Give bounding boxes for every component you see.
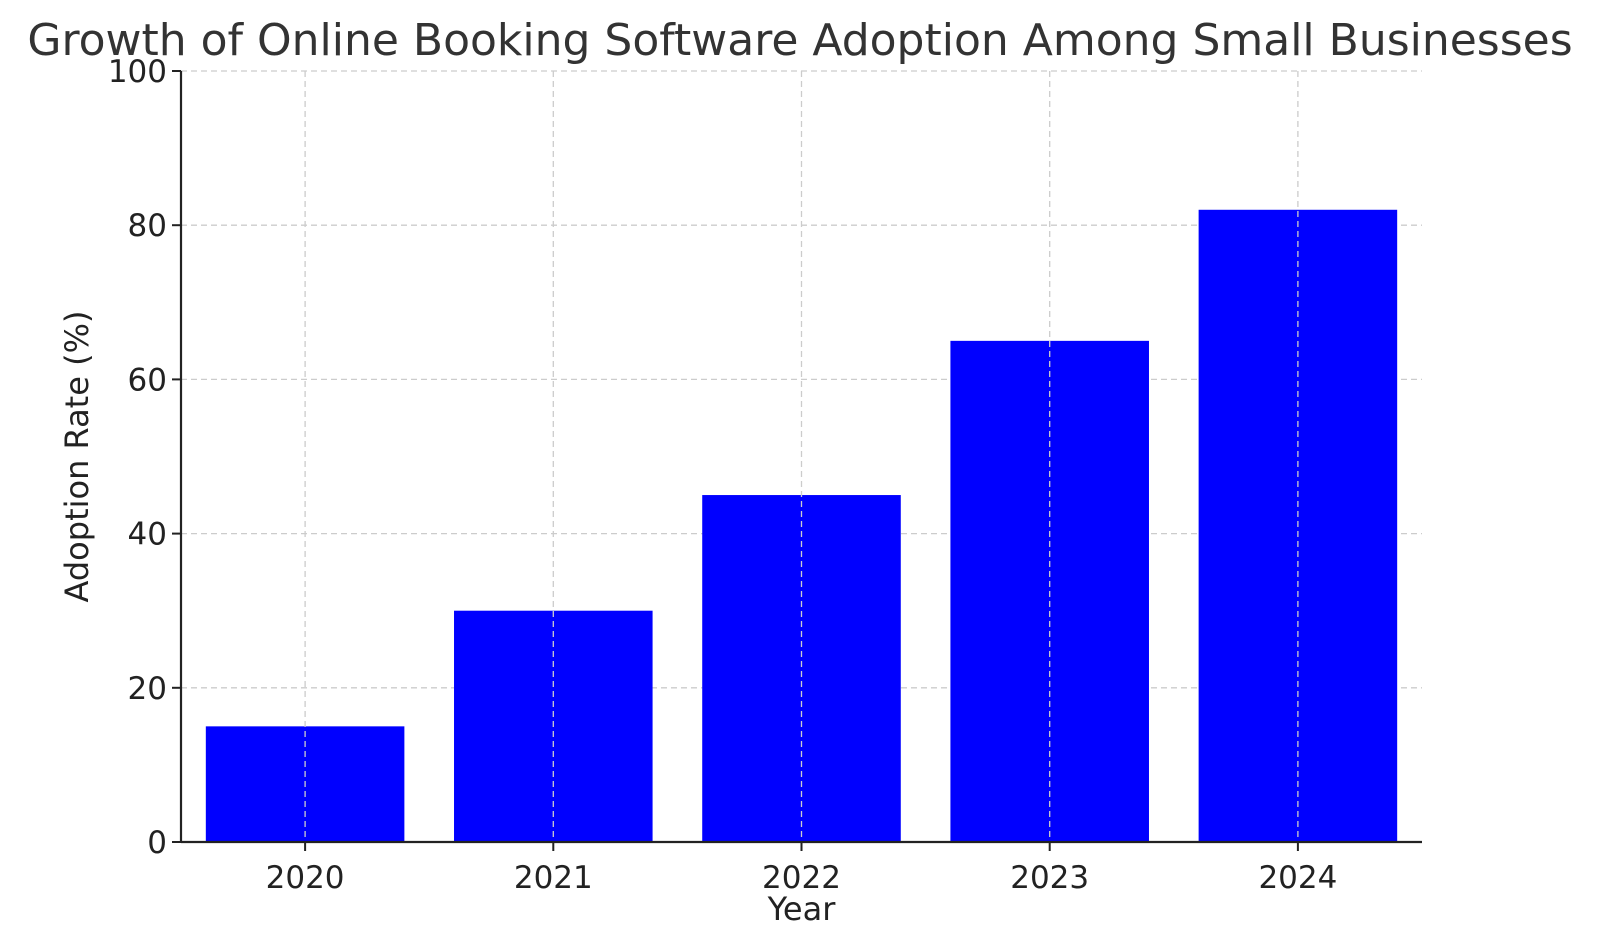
y-tick-label: 80 (128, 208, 167, 244)
x-ticks: 2020 2021 2022 2023 2024 (266, 842, 1337, 896)
x-tick-label: 2024 (1258, 860, 1337, 896)
y-ticks: 0 20 40 60 80 100 (108, 54, 181, 861)
x-axis-label: Year (767, 890, 837, 928)
y-tick-label: 20 (128, 671, 167, 707)
x-tick-label: 2022 (762, 860, 841, 896)
y-tick-label: 0 (147, 825, 167, 861)
y-tick-label: 60 (128, 362, 167, 398)
y-tick-label: 40 (128, 517, 167, 553)
bar-2022 (702, 495, 901, 842)
vertical-grid (304, 71, 1299, 842)
x-tick-label: 2020 (266, 860, 345, 896)
chart-title: Growth of Online Booking Software Adopti… (27, 15, 1572, 66)
x-tick-label: 2023 (1010, 860, 1089, 896)
y-tick-label: 100 (108, 54, 167, 90)
y-axis-label: Adoption Rate (%) (58, 311, 96, 603)
x-tick-label: 2021 (514, 860, 593, 896)
